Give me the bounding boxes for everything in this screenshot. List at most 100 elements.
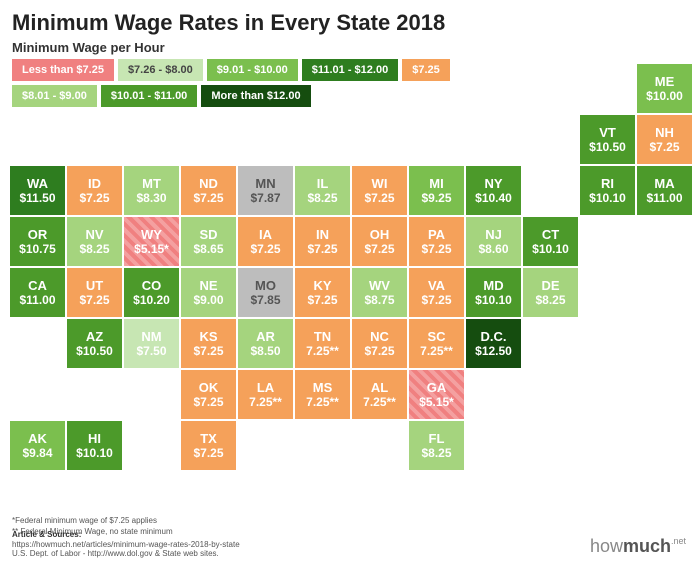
- state-value: $7.25: [307, 242, 337, 256]
- state-value: $10.10: [532, 242, 569, 256]
- state-tile-or: OR$10.75: [10, 217, 65, 266]
- state-code: NV: [85, 227, 103, 243]
- state-tile-vt: VT$10.50: [580, 115, 635, 164]
- state-tile-nj: NJ$8.60: [466, 217, 521, 266]
- sources: Article & Sources: https://howmuch.net/a…: [12, 530, 240, 559]
- state-tile-mo: MO$7.85: [238, 268, 293, 317]
- page-title: Minimum Wage Rates in Every State 2018: [0, 0, 700, 40]
- state-code: ID: [88, 176, 101, 192]
- state-code: WV: [369, 278, 390, 294]
- logo: howmuch.net: [590, 536, 686, 557]
- state-value: $9.00: [193, 293, 223, 307]
- state-value: $9.84: [22, 446, 52, 460]
- state-code: NJ: [485, 227, 502, 243]
- state-value: $7.85: [250, 293, 280, 307]
- state-code: IL: [317, 176, 329, 192]
- state-value: $8.25: [79, 242, 109, 256]
- state-tile-ms: MS7.25**: [295, 370, 350, 419]
- state-code: NM: [141, 329, 161, 345]
- state-tile-pa: PA$7.25: [409, 217, 464, 266]
- state-code: IA: [259, 227, 272, 243]
- state-code: MO: [255, 278, 276, 294]
- state-value: $10.10: [475, 293, 512, 307]
- state-code: TN: [314, 329, 331, 345]
- state-code: OK: [199, 380, 219, 396]
- state-tile-me: ME$10.00: [637, 64, 692, 113]
- state-value: $7.25: [250, 242, 280, 256]
- state-value: $10.10: [76, 446, 113, 460]
- state-tile-tx: TX$7.25: [181, 421, 236, 470]
- state-value: $7.25: [364, 191, 394, 205]
- state-tile-co: CO$10.20: [124, 268, 179, 317]
- state-code: OR: [28, 227, 48, 243]
- state-code: CT: [542, 227, 559, 243]
- state-value: $8.25: [421, 446, 451, 460]
- state-tile-md: MD$10.10: [466, 268, 521, 317]
- state-code: GA: [427, 380, 447, 396]
- state-code: SC: [427, 329, 445, 345]
- state-value: $8.65: [193, 242, 223, 256]
- state-value: 7.25**: [306, 395, 339, 409]
- state-tile-nh: NH$7.25: [637, 115, 692, 164]
- state-tile-ma: MA$11.00: [637, 166, 692, 215]
- state-value: $7.25: [649, 140, 679, 154]
- legend-item: $7.25: [402, 59, 450, 81]
- state-value: $10.50: [589, 140, 626, 154]
- state-tile-il: IL$8.25: [295, 166, 350, 215]
- state-tile-ks: KS$7.25: [181, 319, 236, 368]
- state-tile-fl: FL$8.25: [409, 421, 464, 470]
- state-value: $9.25: [421, 191, 451, 205]
- legend-item: Less than $7.25: [12, 59, 114, 81]
- state-value: $7.25: [307, 293, 337, 307]
- state-value: $7.25: [193, 446, 223, 460]
- state-value: $10.75: [19, 242, 56, 256]
- state-value: $7.25: [193, 395, 223, 409]
- state-tile-in: IN$7.25: [295, 217, 350, 266]
- state-code: AK: [28, 431, 47, 447]
- state-value: $11.50: [19, 191, 55, 205]
- state-tile-mt: MT$8.30: [124, 166, 179, 215]
- state-tile-ri: RI$10.10: [580, 166, 635, 215]
- logo-part1: how: [590, 536, 623, 556]
- logo-part2: much: [623, 536, 671, 556]
- state-tile-ky: KY$7.25: [295, 268, 350, 317]
- state-tile-az: AZ$10.50: [67, 319, 122, 368]
- state-tile-de: DE$8.25: [523, 268, 578, 317]
- state-tile-hi: HI$10.10: [67, 421, 122, 470]
- state-value: $7.50: [136, 344, 166, 358]
- state-tile-mi: MI$9.25: [409, 166, 464, 215]
- state-code: PA: [428, 227, 445, 243]
- state-tile-wa: WA$11.50: [10, 166, 65, 215]
- state-value: $12.50: [475, 344, 512, 358]
- state-value: $10.20: [133, 293, 170, 307]
- state-value: $7.25: [421, 242, 451, 256]
- state-code: MI: [429, 176, 443, 192]
- state-code: SD: [199, 227, 217, 243]
- state-tile-wi: WI$7.25: [352, 166, 407, 215]
- state-code: IN: [316, 227, 329, 243]
- state-code: VA: [428, 278, 445, 294]
- state-code: NC: [370, 329, 389, 345]
- state-tile-nm: NM$7.50: [124, 319, 179, 368]
- state-code: LA: [257, 380, 274, 396]
- state-tile-dc: D.C.$12.50: [466, 319, 521, 368]
- state-tile-wv: WV$8.75: [352, 268, 407, 317]
- state-value: $7.25: [193, 344, 223, 358]
- state-tile-nv: NV$8.25: [67, 217, 122, 266]
- state-tile-sc: SC7.25**: [409, 319, 464, 368]
- state-code: KY: [313, 278, 331, 294]
- state-code: CO: [142, 278, 162, 294]
- state-tile-ia: IA$7.25: [238, 217, 293, 266]
- state-tile-ut: UT$7.25: [67, 268, 122, 317]
- state-value: $7.25: [79, 191, 109, 205]
- state-value: $7.25: [79, 293, 109, 307]
- state-tile-wy: WY$5.15*: [124, 217, 179, 266]
- state-value: 7.25**: [249, 395, 282, 409]
- state-value: $5.15*: [419, 395, 454, 409]
- state-code: AR: [256, 329, 275, 345]
- state-code: NE: [199, 278, 217, 294]
- state-code: WI: [372, 176, 388, 192]
- state-value: $8.25: [535, 293, 565, 307]
- state-code: DE: [541, 278, 559, 294]
- legend-item: $10.01 - $11.00: [101, 85, 197, 107]
